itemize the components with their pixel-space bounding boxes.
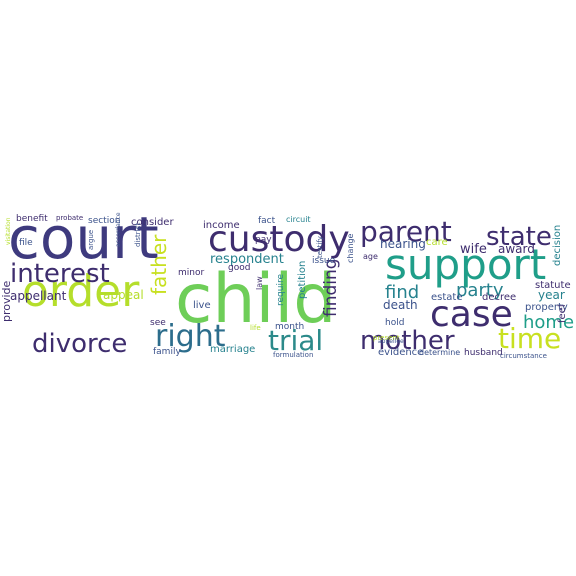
word-father: father <box>147 234 171 295</box>
word-care: care <box>426 237 448 248</box>
word-parent: parent <box>360 215 452 248</box>
word-support: support <box>385 240 546 289</box>
word-husband: husband <box>464 348 503 358</box>
word-property: property <box>525 302 568 313</box>
word-home: home <box>523 312 574 333</box>
word-trial: trial <box>268 324 323 357</box>
word-issue: issue <box>312 256 336 266</box>
word-evidence: evidence <box>378 347 423 358</box>
word-circumstance: circumstance <box>500 352 547 360</box>
word-pay: pay <box>255 235 272 245</box>
word-finding: finding <box>321 258 341 317</box>
word-formulation: formulation <box>273 351 313 359</box>
word-order: order <box>22 266 140 317</box>
word-statute: statute <box>535 280 571 291</box>
word-court: court <box>8 204 159 272</box>
word-party: party <box>456 280 504 301</box>
word-file: file <box>19 238 33 248</box>
word-see: see <box>150 318 166 328</box>
word-wife: wife <box>460 242 487 257</box>
word-testify: testify <box>316 236 324 258</box>
word-marriage: marriage <box>210 344 255 355</box>
word-petition: petition <box>297 261 308 299</box>
word-provide: provide <box>0 280 13 322</box>
word-present: present <box>373 334 400 342</box>
word-award: award <box>498 242 535 256</box>
word-minor: minor <box>178 268 204 278</box>
word-custody: custody <box>208 219 350 260</box>
word-consider: consider <box>131 217 174 228</box>
word-income: income <box>203 220 240 231</box>
word-appellant: appellant <box>10 289 67 303</box>
word-life: life <box>250 324 261 332</box>
word-state: state <box>486 222 552 252</box>
word-divorce: divorce <box>32 329 127 359</box>
word-respondent: respondent <box>210 252 284 267</box>
word-accordance: accordance <box>115 212 122 247</box>
word-live: live <box>193 300 211 311</box>
word-death: death <box>383 298 418 312</box>
word-month: month <box>275 322 304 332</box>
word-require: require <box>276 274 286 306</box>
word-mother: mother <box>360 326 455 356</box>
word-argue: argue <box>87 230 95 250</box>
word-appeal: appeal <box>103 288 144 302</box>
word-right: right <box>155 319 226 354</box>
word-child: child <box>175 260 336 339</box>
word-decree: decree <box>482 292 516 303</box>
word-change: change <box>346 233 355 263</box>
word-probate: probate <box>56 214 83 222</box>
word-determine: determine <box>419 348 460 357</box>
word-find: find <box>385 282 419 303</box>
word-law: law <box>255 276 264 290</box>
word-decision: decision <box>552 225 563 266</box>
word-visitation: visitation <box>5 217 12 245</box>
word-circuit: circuit <box>286 215 311 224</box>
word-good: good <box>228 263 250 273</box>
word-appellee: appellee <box>378 338 404 345</box>
word-section: section <box>88 216 120 226</box>
word-feel: feel <box>557 304 568 323</box>
word-interest: interest <box>10 259 110 289</box>
word-year: year <box>538 288 565 302</box>
word-case: case <box>430 294 513 335</box>
word-family: family <box>153 347 181 357</box>
word-fact: fact <box>258 216 276 226</box>
word-district: district <box>134 223 142 247</box>
word-hearing: hearing <box>380 237 426 251</box>
word-time: time <box>498 322 561 355</box>
word-hold: hold <box>385 318 404 328</box>
word-estate: estate <box>431 292 462 303</box>
word-age: age <box>363 252 378 261</box>
word-benefit: benefit <box>16 214 48 224</box>
